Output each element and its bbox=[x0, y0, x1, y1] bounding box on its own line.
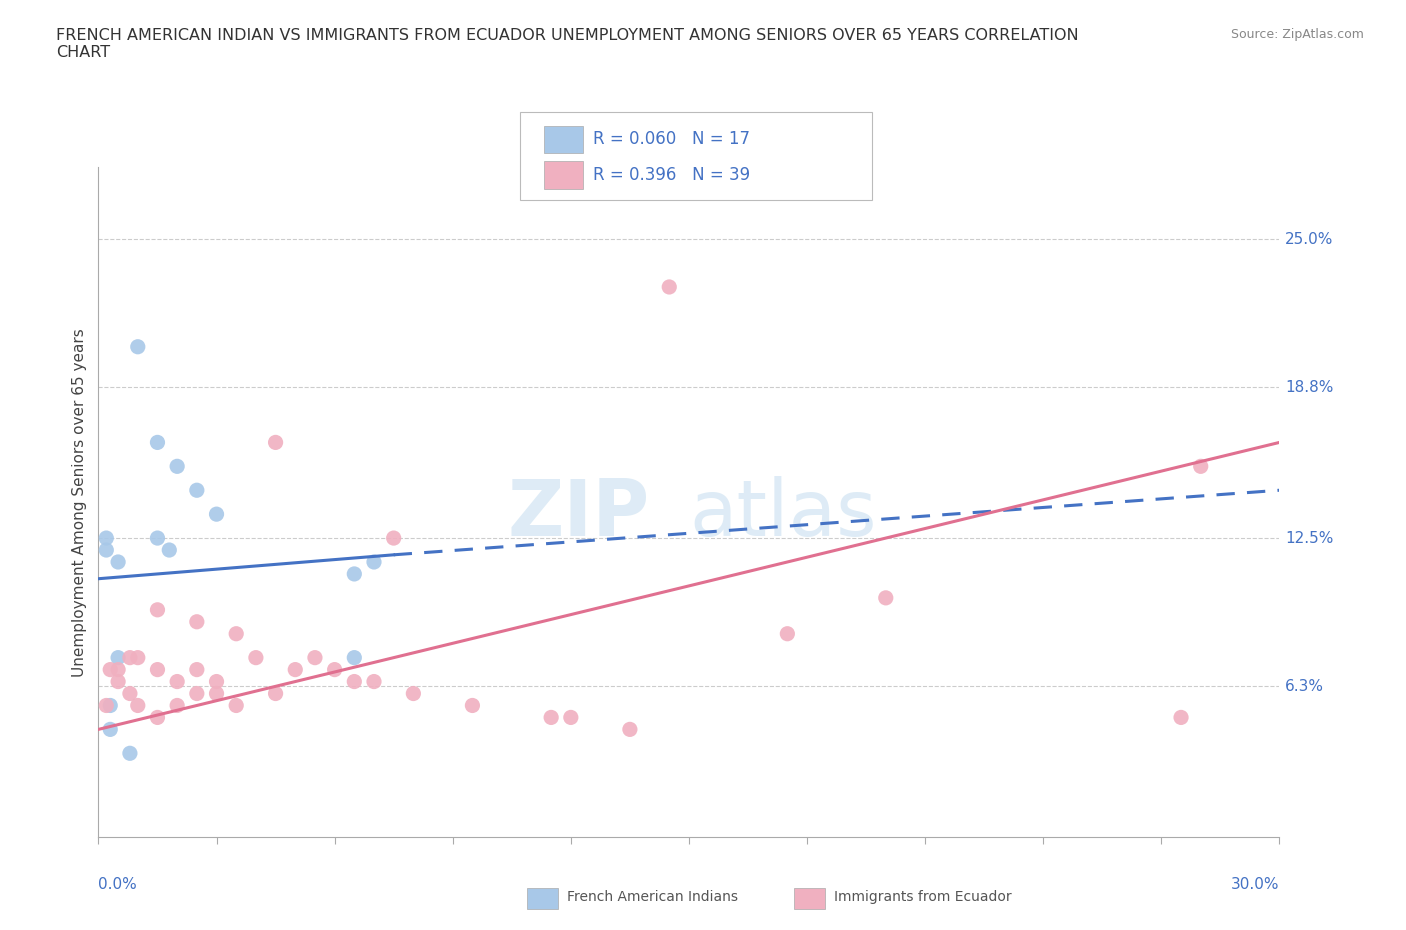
Point bbox=[157, 542, 180, 557]
Point bbox=[323, 662, 346, 677]
Text: R = 0.060   N = 17: R = 0.060 N = 17 bbox=[593, 130, 751, 149]
Point bbox=[118, 746, 141, 761]
Point bbox=[776, 626, 799, 641]
Text: Source: ZipAtlas.com: Source: ZipAtlas.com bbox=[1230, 28, 1364, 41]
Point bbox=[127, 650, 149, 665]
Text: 18.8%: 18.8% bbox=[1285, 380, 1334, 395]
Point bbox=[96, 542, 118, 557]
Point bbox=[619, 722, 641, 737]
Point bbox=[118, 650, 141, 665]
Point bbox=[146, 531, 169, 546]
Point bbox=[118, 686, 141, 701]
Point bbox=[225, 626, 247, 641]
Point bbox=[245, 650, 267, 665]
Point bbox=[343, 674, 366, 689]
Point bbox=[98, 662, 121, 677]
Point bbox=[127, 339, 149, 354]
Point bbox=[186, 483, 208, 498]
Point bbox=[107, 674, 129, 689]
Point bbox=[658, 280, 681, 295]
Text: 6.3%: 6.3% bbox=[1285, 679, 1324, 694]
Point bbox=[146, 662, 169, 677]
Text: Immigrants from Ecuador: Immigrants from Ecuador bbox=[834, 889, 1011, 904]
Point bbox=[363, 674, 385, 689]
Text: R = 0.396   N = 39: R = 0.396 N = 39 bbox=[593, 166, 751, 184]
Text: 12.5%: 12.5% bbox=[1285, 531, 1334, 546]
Point bbox=[146, 435, 169, 450]
Point bbox=[343, 566, 366, 581]
Point bbox=[264, 435, 287, 450]
Y-axis label: Unemployment Among Seniors over 65 years: Unemployment Among Seniors over 65 years bbox=[72, 328, 87, 677]
Point bbox=[225, 698, 247, 713]
Point bbox=[382, 531, 405, 546]
Point bbox=[402, 686, 425, 701]
Point bbox=[1189, 458, 1212, 473]
Point bbox=[1170, 710, 1192, 724]
Point bbox=[96, 698, 118, 713]
Point bbox=[146, 603, 169, 618]
Point bbox=[107, 662, 129, 677]
Point bbox=[186, 662, 208, 677]
Point bbox=[107, 554, 129, 569]
Point bbox=[166, 674, 188, 689]
Text: FRENCH AMERICAN INDIAN VS IMMIGRANTS FROM ECUADOR UNEMPLOYMENT AMONG SENIORS OVE: FRENCH AMERICAN INDIAN VS IMMIGRANTS FRO… bbox=[56, 28, 1078, 60]
Point bbox=[127, 698, 149, 713]
Text: 25.0%: 25.0% bbox=[1285, 232, 1334, 246]
Point bbox=[343, 650, 366, 665]
Point bbox=[186, 615, 208, 630]
Point bbox=[205, 686, 228, 701]
Text: atlas: atlas bbox=[689, 476, 876, 552]
Point bbox=[363, 554, 385, 569]
Point bbox=[166, 698, 188, 713]
Point bbox=[205, 507, 228, 522]
Point bbox=[107, 650, 129, 665]
Point bbox=[98, 722, 121, 737]
Point bbox=[166, 458, 188, 473]
Text: ZIP: ZIP bbox=[508, 476, 650, 552]
Point bbox=[205, 674, 228, 689]
Point bbox=[875, 591, 897, 605]
Text: French American Indians: French American Indians bbox=[567, 889, 738, 904]
Point bbox=[284, 662, 307, 677]
Point bbox=[461, 698, 484, 713]
Text: 30.0%: 30.0% bbox=[1232, 877, 1279, 892]
Point bbox=[146, 710, 169, 724]
Point bbox=[560, 710, 582, 724]
Point bbox=[96, 531, 118, 546]
Point bbox=[98, 698, 121, 713]
Point bbox=[304, 650, 326, 665]
Text: 0.0%: 0.0% bbox=[98, 877, 138, 892]
Point bbox=[186, 686, 208, 701]
Point bbox=[264, 686, 287, 701]
Point bbox=[540, 710, 562, 724]
